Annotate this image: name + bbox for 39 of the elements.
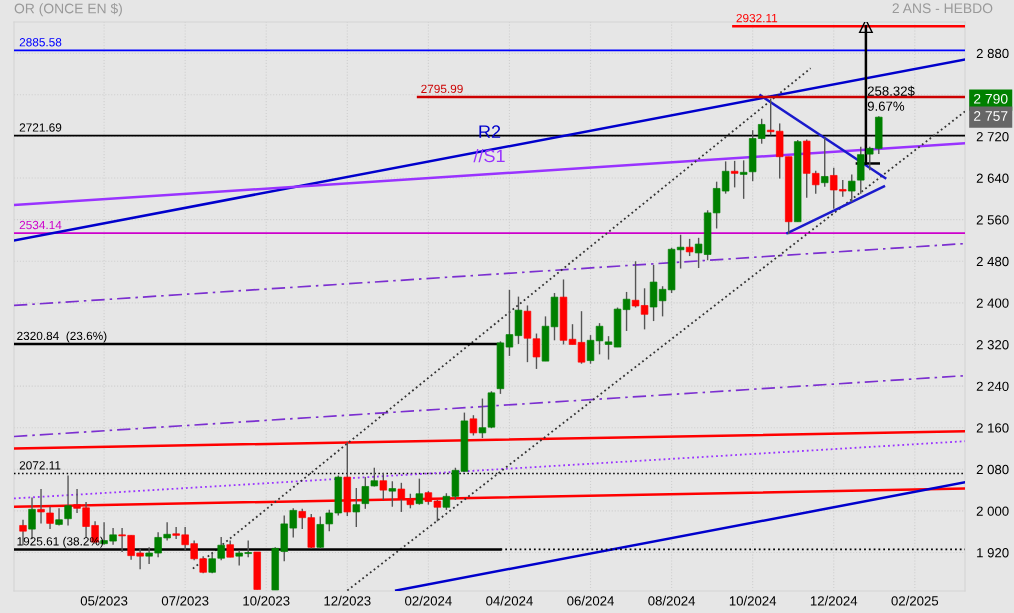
- x-tick-label: 10/2024: [729, 595, 777, 606]
- y-tick-label: 2 480: [976, 256, 1009, 267]
- y-tick-label: 2 320: [976, 340, 1009, 350]
- y-tick-label: 1 920: [977, 548, 1009, 558]
- ref-line-label: 2885.58: [19, 38, 62, 47]
- x-tick-label: 06/2024: [567, 595, 614, 606]
- y-tick-label: 2 880: [976, 48, 1009, 59]
- series-label: //S1: [473, 148, 505, 163]
- annotation: 2795.99: [421, 84, 463, 93]
- annotation: 9.67%: [867, 101, 905, 111]
- y-tick-label: 2 560: [976, 215, 1009, 225]
- x-tick-label: 02/2024: [405, 595, 452, 606]
- ref-line-label: 2721.69: [19, 123, 62, 132]
- ref-line-label: 2534.14: [19, 220, 62, 230]
- annotation: 1925.61 (38.2%): [17, 536, 104, 548]
- annotation: 2 790: [974, 93, 1008, 104]
- x-tick-label: 04/2024: [486, 595, 533, 606]
- x-tick-label: 08/2024: [648, 595, 696, 606]
- y-tick-label: 2 000: [976, 506, 1009, 516]
- annotation: 2932.11: [736, 13, 778, 23]
- y-tick-label: 2 720: [976, 131, 1009, 142]
- x-tick-label: 10/2023: [243, 595, 290, 606]
- annotation: 2 757: [974, 111, 1008, 121]
- chart-title: OR (ONCE EN $): [14, 2, 122, 17]
- chart-subtitle: 2 ANS - HEBDO: [892, 3, 993, 14]
- y-tick-label: 2 640: [976, 173, 1009, 183]
- y-tick-label: 2 240: [976, 381, 1009, 391]
- x-tick-label: 07/2023: [161, 595, 209, 606]
- ref-line-label: 2072.11: [19, 461, 61, 470]
- x-tick-label: 02/2025: [891, 595, 939, 606]
- y-tick-label: 2 160: [976, 423, 1009, 433]
- x-tick-label: 05/2023: [80, 595, 128, 606]
- annotation: 2320.84 (23.6%): [17, 331, 107, 343]
- annotation: 258.32$: [867, 85, 915, 97]
- y-tick-label: 2 400: [976, 298, 1009, 308]
- x-tick-label: 12/2023: [324, 595, 371, 606]
- x-tick-label: 12/2024: [810, 595, 858, 606]
- y-tick-label: 2 080: [976, 464, 1009, 475]
- series-label: R2: [479, 125, 501, 138]
